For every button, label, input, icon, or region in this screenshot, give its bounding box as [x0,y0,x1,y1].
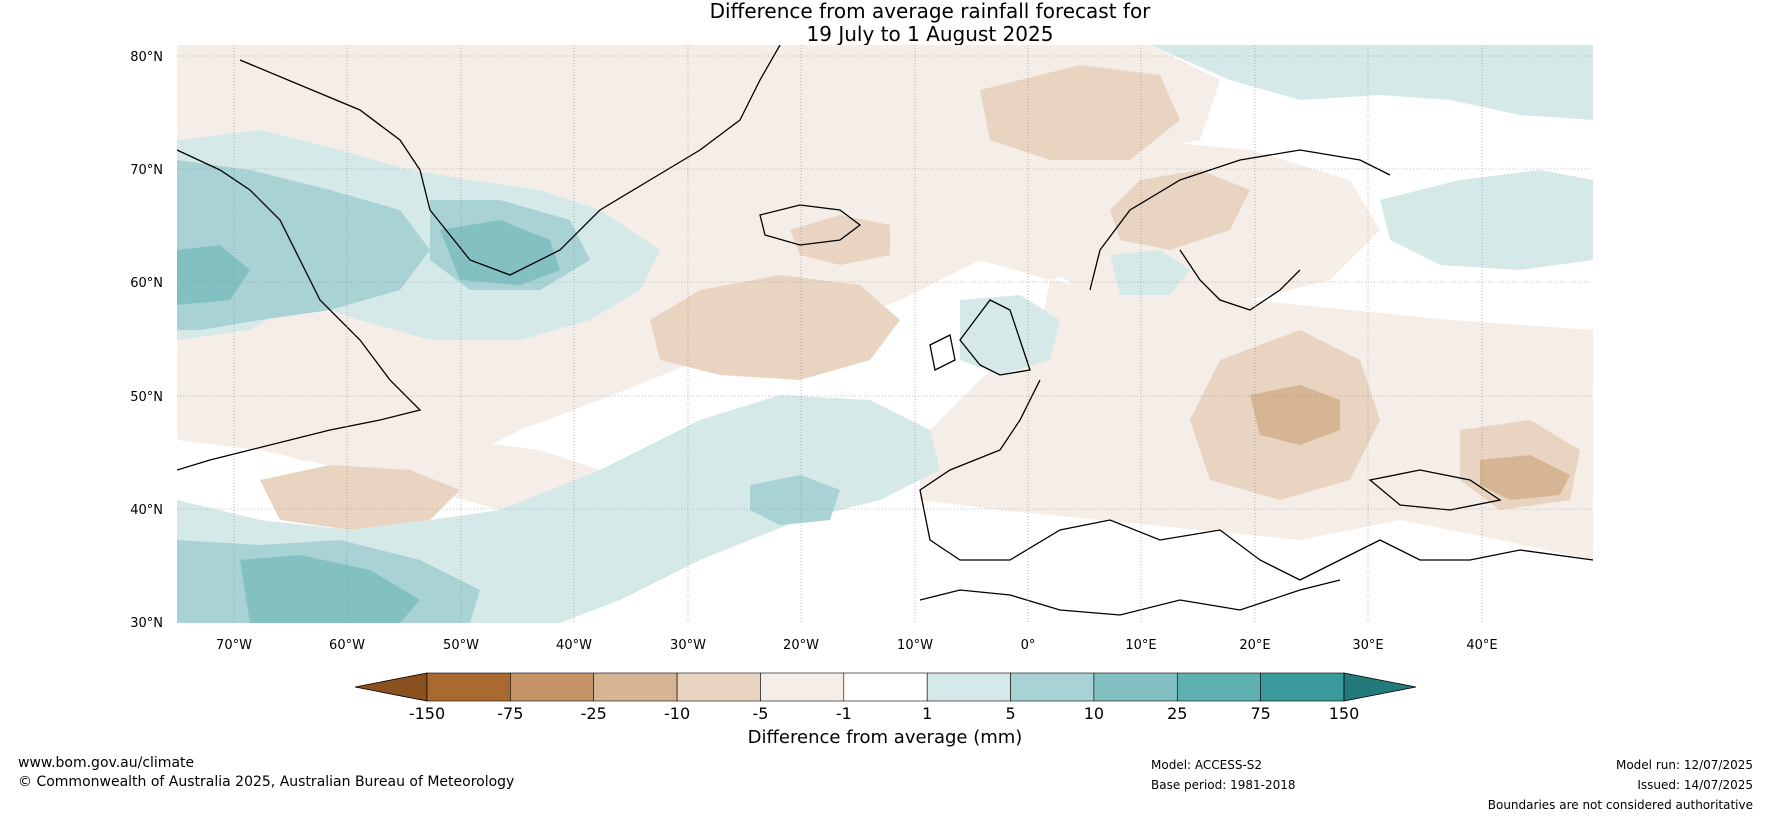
colorbar-segment [426,672,511,702]
colorbar-tick-label: -25 [581,704,607,723]
colorbar: -150 -75 -25 -10 -5 -1 1 5 10 25 75 150 [354,672,1417,723]
dry-mid-scandinavia [1110,170,1250,250]
uk-coast [959,299,1031,376]
colorbar-tick-label: -75 [497,704,523,723]
europe-coast [919,379,1593,581]
wet-region-sweden [1110,250,1190,295]
iceland-coast [759,204,862,246]
colorbar-segment [1010,672,1095,702]
dry-strong-caucasus [1480,455,1570,500]
wet-region-uk [960,295,1060,375]
lat-label: 80°N [130,50,163,65]
colorbar-tick-label: 150 [1329,704,1360,723]
colorbar-tick-label: -150 [409,704,445,723]
canada-coast [177,149,422,471]
map-title: Difference from average rainfall forecas… [500,0,1360,46]
colorbar-segment [1093,672,1178,702]
lon-label: 30°E [1352,638,1383,653]
anomaly-field [177,45,1593,623]
model-run-text: Model run: 12/07/2025 [1615,758,1753,772]
dry-region-north-atlantic [177,45,1160,470]
colorbar-tick-label: 1 [922,704,932,723]
colorbar-tick-label: 25 [1167,704,1187,723]
colorbar-segment [843,672,928,702]
colorbar-tick-label: 10 [1084,704,1104,723]
colorbar-segment [926,672,1011,702]
lat-label: 70°N [130,163,163,178]
colorbar-extend-high [1343,672,1417,702]
dry-region-west-atlantic [177,390,600,510]
lon-label: 10°W [897,638,933,653]
wet-mid-azores [750,475,840,525]
norway-coast [1089,149,1391,291]
lon-label: 10°E [1125,638,1156,653]
lat-label: 30°N [130,616,163,631]
wet-strong-labrador [177,245,250,305]
issued-text: Issued: 14/07/2025 [1637,778,1753,792]
title-line-1: Difference from average rainfall forecas… [709,0,1151,23]
lon-label: 40°E [1466,638,1497,653]
lon-label: 50°W [443,638,479,653]
graticule [177,45,1593,623]
colorbar-segment [510,672,595,702]
dry-mid-west-atlantic [260,465,460,530]
lat-label: 40°N [130,503,163,518]
lon-label: 70°W [216,638,252,653]
base-period-text: Base period: 1981-2018 [1151,778,1296,792]
title-line-2: 19 July to 1 August 2025 [806,22,1054,46]
colorbar-segment [593,672,678,702]
website-text: www.bom.gov.au/climate [18,755,195,771]
dry-mid-arctic [980,65,1180,160]
colorbar-segment [1260,672,1345,702]
ireland-coast [929,334,956,371]
colorbar-segment [760,672,845,702]
latitude-labels: 80°N 70°N 60°N 50°N 40°N 30°N [130,50,163,631]
colorbar-extend-low [354,672,428,702]
colorbar-tick-label: 75 [1250,704,1270,723]
colorbar-label: Difference from average (mm) [747,727,1023,748]
wet-strong-subtropics [240,555,420,623]
black-sea-coast [1368,469,1502,511]
wet-mid-labrador-sea [177,160,430,330]
lon-label: 60°W [329,638,365,653]
coastlines [177,45,1593,616]
africa-coast [919,579,1341,616]
lat-label: 60°N [130,276,163,291]
wet-region-russia [1380,170,1593,270]
copyright-text: © Commonwealth of Australia 2025, Austra… [18,774,515,790]
colorbar-segment [1176,672,1261,702]
dry-strong-romania [1250,385,1340,445]
lon-label: 20°W [783,638,819,653]
baltic-coast [1179,249,1301,311]
colorbar-tick-label: -5 [752,704,768,723]
greenland-coast [239,45,781,276]
colorbar-tick-label: 5 [1005,704,1015,723]
lon-label: 40°W [556,638,592,653]
longitude-labels: 70°W 60°W 50°W 40°W 30°W 20°W 10°W 0° 10… [216,638,1498,653]
boundaries-note: Boundaries are not considered authoritat… [1487,798,1753,812]
model-text: Model: ACCESS-S2 [1151,758,1263,772]
dry-mid-central-atlantic [650,275,900,380]
lon-label: 20°E [1239,638,1270,653]
lon-label: 30°W [670,638,706,653]
colorbar-tick-label: -1 [836,704,852,723]
colorbar-segment [676,672,761,702]
lon-label: 0° [1021,638,1036,653]
lat-label: 50°N [130,390,163,405]
wet-strong-greenland [440,220,560,285]
colorbar-tick-label: -10 [664,704,690,723]
